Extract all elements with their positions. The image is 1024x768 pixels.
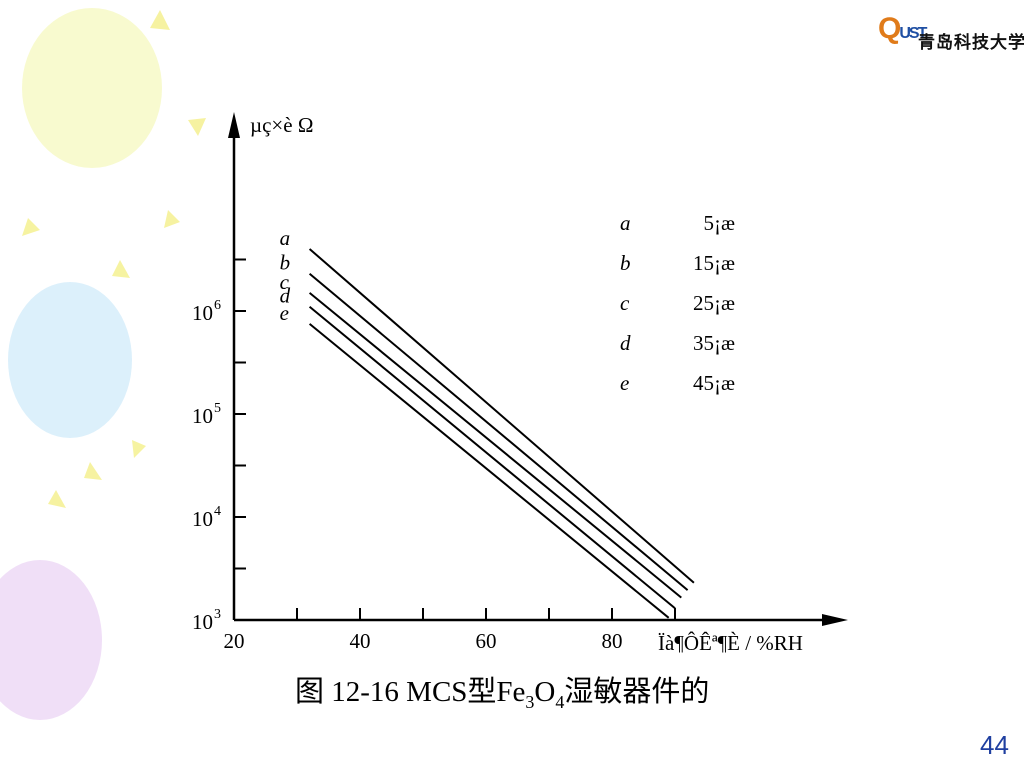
series-label-c: c — [280, 270, 290, 294]
x-axis-title: Ïà¶ÔÊª¶È / %RH — [658, 631, 803, 655]
legend-temp-a: 5¡æ — [704, 211, 736, 235]
y-tick-label-exponent: 5 — [214, 401, 221, 416]
series-line-a — [308, 248, 695, 584]
y-axis-arrow — [228, 112, 240, 138]
series-label-b: b — [280, 251, 291, 275]
figure-caption: 图 12-16 MCS型Fe3O4湿敏器件的 — [295, 676, 710, 712]
logo-mark: QUST — [878, 12, 927, 45]
x-tick-label: 80 — [602, 629, 623, 653]
series-line-b — [308, 272, 689, 591]
y-tick-label-base: 10 — [192, 301, 213, 325]
series-line-c — [308, 292, 682, 599]
series-line-d — [308, 305, 676, 610]
x-axis-arrow — [822, 614, 848, 626]
legend-key-d: d — [620, 331, 631, 355]
y-tick-label-base: 10 — [192, 610, 213, 634]
university-logo: QUST 青岛科技大学 — [878, 8, 1024, 68]
x-tick-label: 40 — [350, 629, 371, 653]
minor-ticks — [234, 258, 676, 620]
legend-temp-d: 35¡æ — [693, 331, 735, 355]
y-tick-label-exponent: 6 — [214, 298, 221, 313]
y-tick-label-base: 10 — [192, 507, 213, 531]
x-tick-label: 20 — [224, 629, 245, 653]
series-label-a: a — [280, 226, 291, 250]
university-name: 青岛科技大学 — [918, 33, 1024, 53]
series-lines — [308, 248, 695, 619]
legend-key-b: b — [620, 251, 631, 275]
legend-key-c: c — [620, 291, 630, 315]
balloon-decoration — [0, 8, 206, 720]
series-label-d: d — [280, 284, 291, 308]
legend-key-e: e — [620, 371, 629, 395]
legend-temp-e: 45¡æ — [693, 371, 735, 395]
x-tick-label: 60 — [476, 629, 497, 653]
y-tick-label-base: 10 — [192, 404, 213, 428]
legend-key-a: a — [620, 211, 631, 235]
legend-temp-c: 25¡æ — [693, 291, 735, 315]
legend-temp-b: 15¡æ — [693, 251, 735, 275]
chart-axes — [228, 112, 848, 626]
y-tick-label-exponent: 4 — [214, 504, 221, 519]
series-line-e — [308, 323, 670, 619]
y-axis-title: µç×è Ω — [250, 113, 313, 137]
series-label-e: e — [280, 301, 289, 325]
page-number: 44 — [980, 730, 1009, 760]
y-tick-label-exponent: 3 — [214, 607, 221, 622]
